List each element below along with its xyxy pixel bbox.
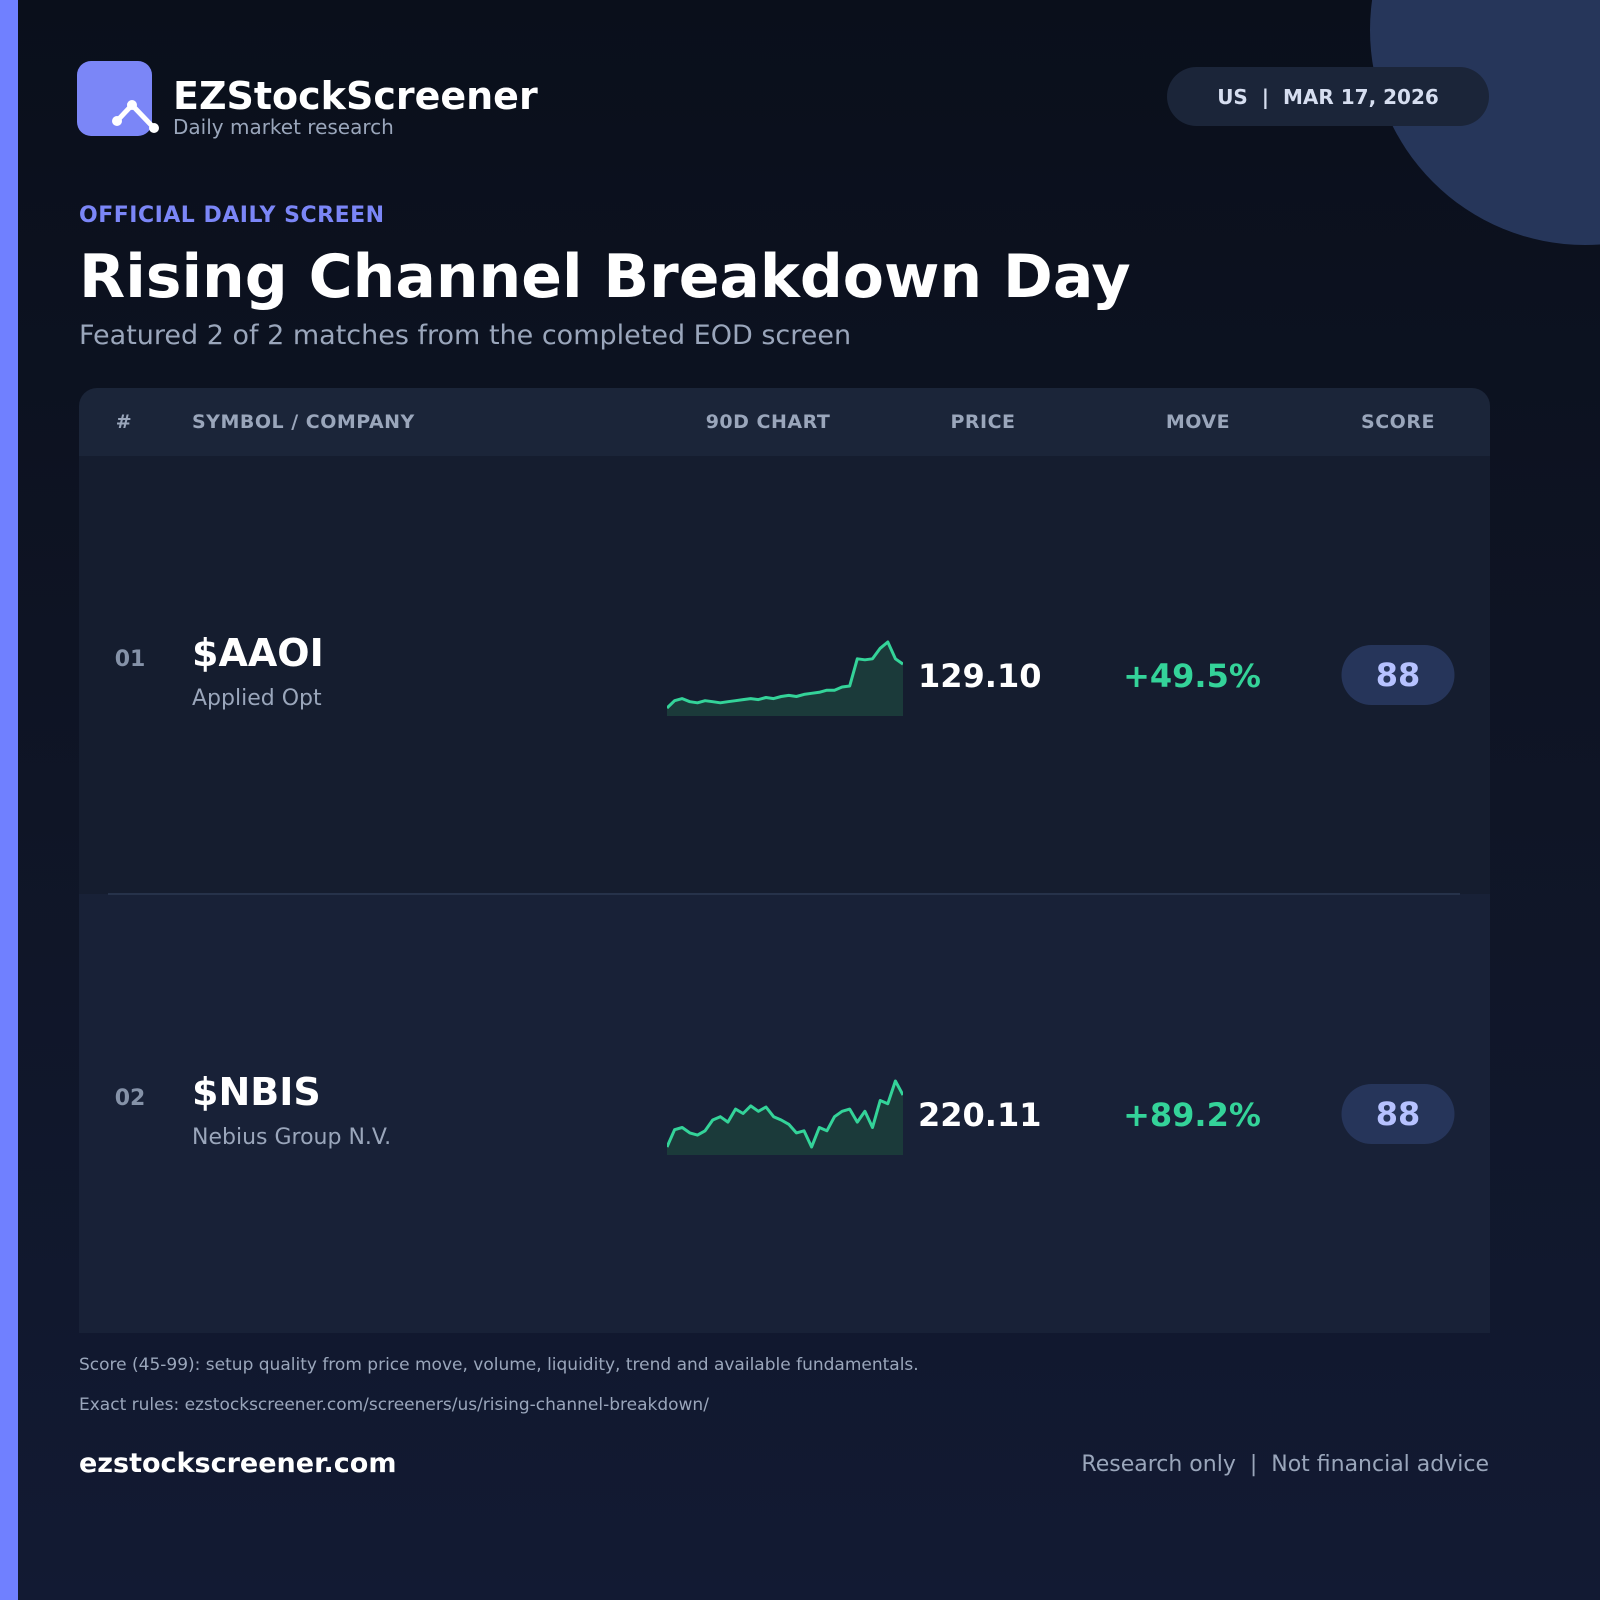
column-header: PRICE	[950, 411, 1016, 433]
footnote: Score (45-99): setup quality from price …	[79, 1355, 919, 1375]
accent-bar	[0, 0, 18, 1600]
column-header: MOVE	[1165, 411, 1231, 433]
sparkline	[667, 1079, 903, 1155]
sparkline-area	[667, 1081, 903, 1155]
footnote: Exact rules: ezstockscreener.com/screene…	[79, 1395, 709, 1415]
tagline: Daily market research	[173, 115, 394, 139]
move: +49.5%	[1123, 657, 1261, 695]
column-header: SYMBOL / COMPANY	[192, 411, 415, 433]
column-header: 90D CHART	[705, 411, 831, 433]
price: 220.11	[918, 1096, 1042, 1134]
date-pill: US | MAR 17, 2026	[1167, 67, 1489, 126]
row-divider	[108, 893, 1460, 895]
symbol: $AAOI	[192, 631, 324, 675]
company: Applied Opt	[192, 686, 322, 711]
headline: Rising Channel Breakdown Day	[79, 242, 1131, 312]
logo	[77, 61, 160, 136]
disclaimer: Research only | Not financial advice	[1081, 1452, 1489, 1477]
score: 88	[1341, 1084, 1455, 1144]
brand: EZStockScreener	[173, 74, 538, 118]
column-header: #	[115, 411, 133, 433]
company: Nebius Group N.V.	[192, 1125, 392, 1150]
sparkline	[667, 640, 903, 716]
table-header	[79, 388, 1490, 456]
symbol: $NBIS	[192, 1070, 321, 1114]
table-row	[79, 456, 1490, 894]
table-row	[79, 894, 1490, 1333]
sparkline-area	[667, 642, 903, 716]
score: 88	[1341, 645, 1455, 705]
site-domain: ezstockscreener.com	[79, 1448, 397, 1479]
logo-icon	[112, 100, 160, 133]
kicker: OFFICIAL DAILY SCREEN	[79, 203, 385, 228]
move: +89.2%	[1123, 1096, 1261, 1134]
column-header: SCORE	[1361, 411, 1435, 433]
rank: 01	[114, 647, 146, 672]
price: 129.10	[918, 657, 1042, 695]
rank: 02	[114, 1086, 146, 1111]
sparkline-line	[667, 1079, 903, 1149]
subtitle: Featured 2 of 2 matches from the complet…	[79, 320, 852, 351]
sparkline-line	[667, 640, 903, 710]
